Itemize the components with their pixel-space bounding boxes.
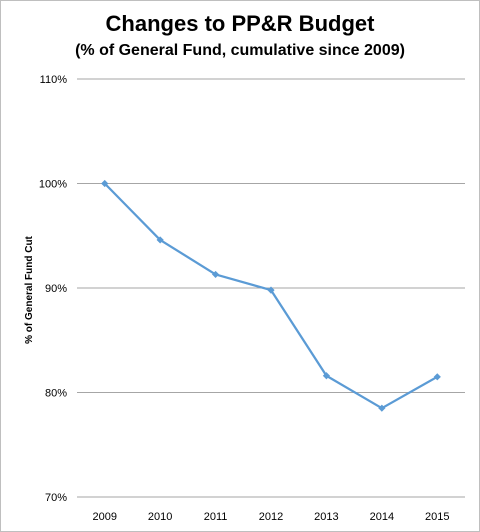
x-tick-label: 2010 bbox=[148, 511, 172, 523]
y-tick-label: 80% bbox=[45, 388, 67, 400]
y-tick-label: 110% bbox=[40, 74, 68, 86]
y-axis-ticks: 70% 80% 90% 100% 110% bbox=[39, 74, 67, 504]
y-tick-label: 100% bbox=[39, 179, 67, 191]
x-axis-ticks: 2009 2010 2011 2012 2013 2014 2015 bbox=[92, 511, 449, 523]
y-axis-label: % of General Fund Cut bbox=[24, 235, 35, 343]
data-point bbox=[211, 270, 220, 279]
series-group bbox=[101, 179, 441, 412]
y-tick-label: 70% bbox=[45, 492, 67, 504]
chart-subtitle: (% of General Fund, cumulative since 200… bbox=[75, 42, 405, 59]
x-tick-label: 2009 bbox=[92, 511, 116, 523]
data-point bbox=[267, 286, 275, 294]
x-tick-label: 2011 bbox=[204, 511, 228, 523]
data-point bbox=[156, 236, 164, 244]
x-tick-label: 2013 bbox=[314, 511, 338, 523]
data-point bbox=[433, 373, 441, 381]
data-point bbox=[322, 372, 331, 380]
x-tick-label: 2015 bbox=[425, 511, 449, 523]
x-tick-label: 2012 bbox=[259, 511, 283, 523]
series-line bbox=[103, 182, 438, 410]
chart-title: Changes to PP&R Budget bbox=[105, 11, 375, 36]
x-tick-label: 2014 bbox=[370, 511, 394, 523]
gridlines bbox=[77, 78, 465, 498]
data-point bbox=[101, 179, 109, 188]
data-point bbox=[378, 404, 386, 412]
y-tick-label: 90% bbox=[45, 283, 67, 295]
